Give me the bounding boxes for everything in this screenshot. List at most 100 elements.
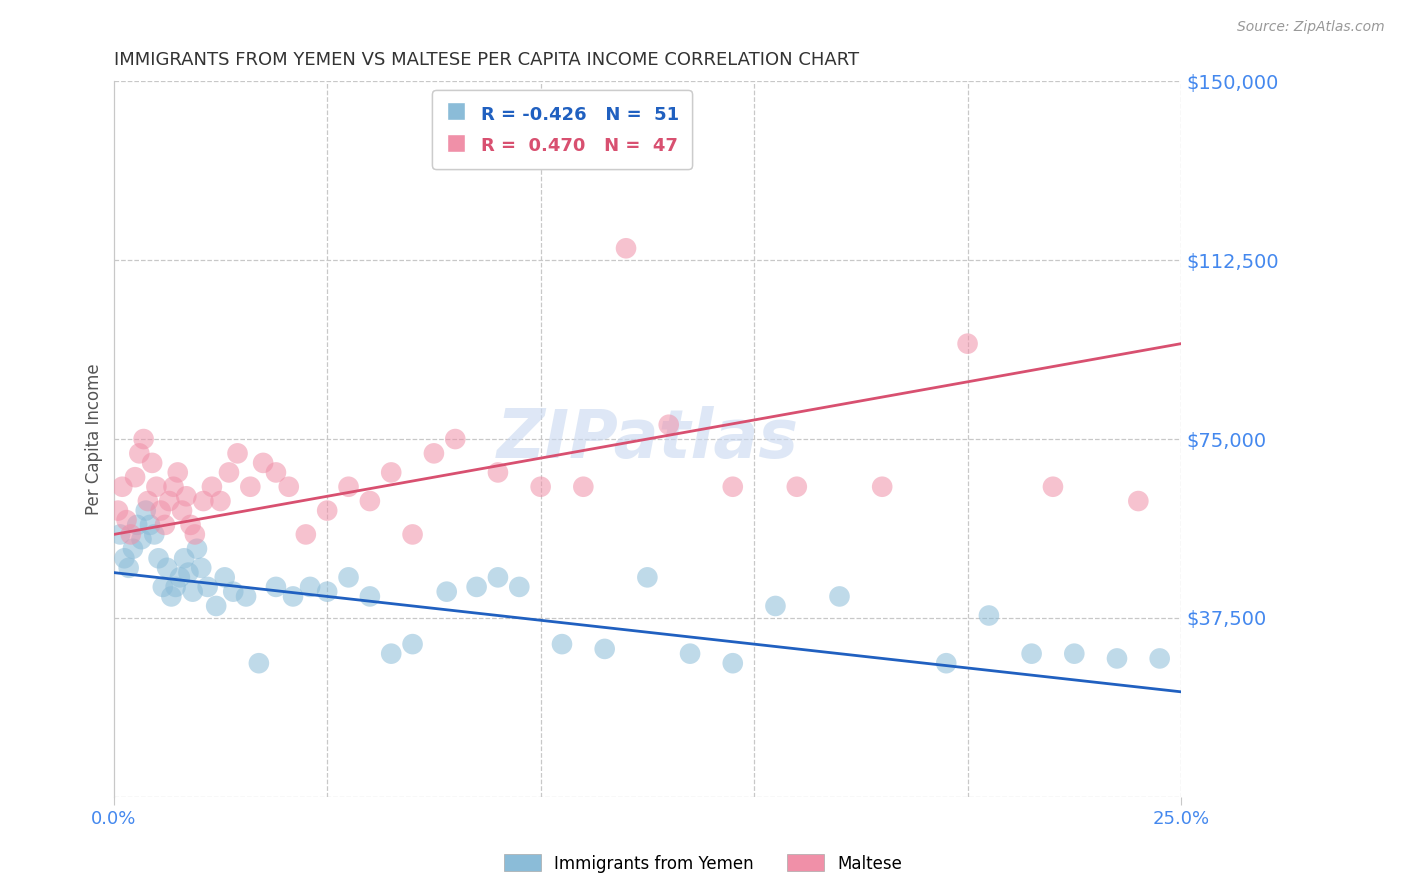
Point	[124, 470, 146, 484]
Point	[1042, 480, 1064, 494]
Point	[160, 590, 183, 604]
Point	[197, 580, 219, 594]
Point	[337, 570, 360, 584]
Point	[166, 466, 188, 480]
Point	[180, 517, 202, 532]
Point	[380, 647, 402, 661]
Point	[135, 503, 157, 517]
Point	[131, 532, 153, 546]
Point	[170, 503, 193, 517]
Text: Source: ZipAtlas.com: Source: ZipAtlas.com	[1237, 20, 1385, 34]
Point	[153, 517, 176, 532]
Point	[186, 541, 208, 556]
Point	[107, 503, 129, 517]
Text: ZIPatlas: ZIPatlas	[496, 406, 799, 472]
Point	[169, 570, 191, 584]
Point	[193, 494, 215, 508]
Point	[264, 580, 287, 594]
Point	[765, 599, 787, 613]
Point	[156, 561, 179, 575]
Point	[118, 561, 141, 575]
Point	[401, 637, 423, 651]
Point	[173, 551, 195, 566]
Point	[295, 527, 318, 541]
Point	[614, 241, 637, 255]
Point	[127, 517, 149, 532]
Point	[214, 570, 236, 584]
Point	[181, 584, 204, 599]
Point	[423, 446, 446, 460]
Point	[530, 480, 553, 494]
Point	[380, 466, 402, 480]
Point	[444, 432, 467, 446]
Point	[1105, 651, 1128, 665]
Point	[149, 503, 172, 517]
Point	[120, 527, 142, 541]
Point	[436, 584, 458, 599]
Point	[136, 494, 159, 508]
Text: IMMIGRANTS FROM YEMEN VS MALTESE PER CAPITA INCOME CORRELATION CHART: IMMIGRANTS FROM YEMEN VS MALTESE PER CAP…	[114, 51, 859, 69]
Point	[658, 417, 681, 432]
Point	[935, 657, 957, 671]
Point	[359, 590, 381, 604]
Point	[174, 489, 197, 503]
Point	[508, 580, 530, 594]
Point	[593, 641, 616, 656]
Point	[115, 513, 138, 527]
Point	[486, 466, 509, 480]
Point	[264, 466, 287, 480]
Point	[572, 480, 595, 494]
Point	[122, 541, 145, 556]
Point	[111, 480, 134, 494]
Point	[486, 570, 509, 584]
Legend: R = -0.426   N =  51, R =  0.470   N =  47: R = -0.426 N = 51, R = 0.470 N = 47	[432, 90, 692, 169]
Point	[157, 494, 180, 508]
Point	[205, 599, 228, 613]
Point	[201, 480, 224, 494]
Point	[139, 517, 162, 532]
Point	[148, 551, 170, 566]
Point	[152, 580, 174, 594]
Point	[316, 503, 339, 517]
Point	[281, 590, 304, 604]
Point	[1021, 647, 1043, 661]
Point	[359, 494, 381, 508]
Point	[108, 527, 131, 541]
Point	[209, 494, 232, 508]
Point	[551, 637, 574, 651]
Y-axis label: Per Capita Income: Per Capita Income	[86, 363, 103, 515]
Point	[235, 590, 257, 604]
Point	[247, 657, 270, 671]
Point	[162, 480, 184, 494]
Point	[1063, 647, 1085, 661]
Point	[177, 566, 200, 580]
Point	[828, 590, 851, 604]
Point	[141, 456, 163, 470]
Point	[956, 336, 979, 351]
Point	[222, 584, 245, 599]
Point	[190, 561, 212, 575]
Point	[128, 446, 150, 460]
Legend: Immigrants from Yemen, Maltese: Immigrants from Yemen, Maltese	[498, 847, 908, 880]
Point	[252, 456, 274, 470]
Point	[143, 527, 166, 541]
Point	[316, 584, 339, 599]
Point	[721, 657, 744, 671]
Point	[132, 432, 155, 446]
Point	[465, 580, 488, 594]
Point	[145, 480, 167, 494]
Point	[165, 580, 187, 594]
Point	[218, 466, 240, 480]
Point	[1128, 494, 1150, 508]
Point	[870, 480, 893, 494]
Point	[977, 608, 1000, 623]
Point	[636, 570, 658, 584]
Point	[786, 480, 808, 494]
Point	[679, 647, 702, 661]
Point	[277, 480, 299, 494]
Point	[226, 446, 249, 460]
Point	[112, 551, 135, 566]
Point	[401, 527, 423, 541]
Point	[1149, 651, 1171, 665]
Point	[299, 580, 322, 594]
